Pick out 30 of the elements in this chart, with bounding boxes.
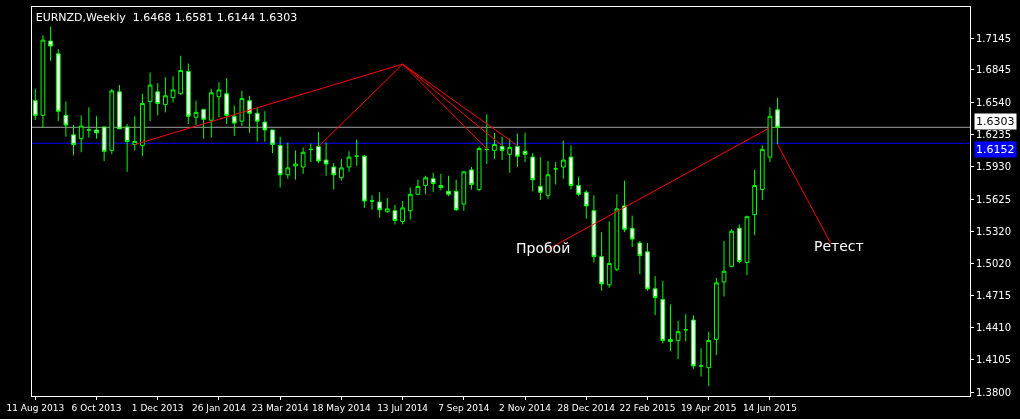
annotation: Пробой [516,240,571,256]
x-tick-label: 13 Jul 2014 [377,402,429,413]
y-tick-label: 1.3800 [976,386,1011,398]
ref-line-label: 1.6152 [976,143,1015,156]
x-tick-label: 2 Nov 2014 [499,402,552,413]
y-tick-label: 1.4410 [976,322,1011,334]
x-tick-label: 18 May 2014 [312,402,371,413]
y-tick-label: 1.6540 [976,96,1011,108]
x-tick-label: 28 Dec 2014 [557,402,616,413]
x-tick-label: 6 Oct 2013 [71,402,122,413]
x-tick-label: 7 Sep 2014 [438,402,490,413]
x-tick-label: 11 Aug 2013 [6,402,65,413]
x-tick-label: 1 Dec 2013 [131,402,184,413]
ref-line-label: 1.6303 [976,115,1015,128]
y-tick-label: 1.6235 [976,128,1011,140]
y-tick-label: 1.5930 [976,161,1011,173]
y-tick-label: 1.4105 [976,354,1011,366]
y-tick-label: 1.4715 [976,289,1011,301]
chart-title: EURNZD,Weekly 1.6468 1.6581 1.6144 1.6303 [35,11,298,25]
annotation: Ретест [814,238,864,254]
x-tick-label: 22 Feb 2015 [619,402,676,413]
y-tick-label: 1.6845 [976,64,1011,76]
y-tick-label: 1.5320 [976,225,1011,237]
x-tick-label: 14 Jun 2015 [742,402,798,413]
x-tick-label: 26 Jan 2014 [191,402,247,413]
x-tick-label: 19 Apr 2015 [680,402,737,413]
x-tick-label: 23 Mar 2014 [251,402,309,413]
y-tick-label: 1.5625 [976,193,1011,205]
y-tick-label: 1.5020 [976,257,1011,269]
y-tick-label: 1.7145 [976,32,1011,44]
